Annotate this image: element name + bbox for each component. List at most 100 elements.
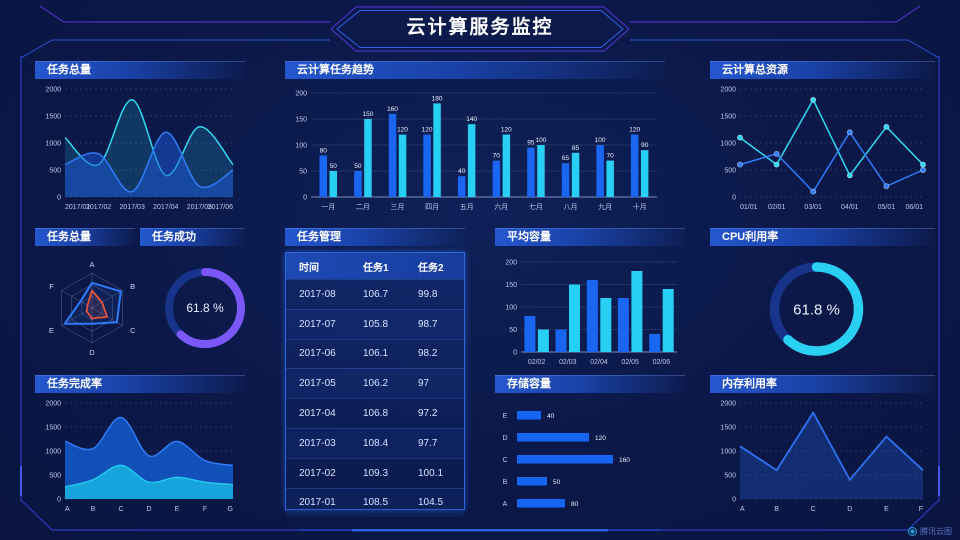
svg-text:2000: 2000: [45, 87, 61, 94]
svg-text:2017/03: 2017/03: [120, 204, 145, 211]
panel-title: 云计算任务趋势: [285, 61, 665, 79]
svg-text:C: C: [811, 506, 816, 513]
svg-text:0: 0: [732, 497, 736, 504]
svg-text:2017/06: 2017/06: [208, 204, 233, 211]
svg-text:0: 0: [57, 497, 61, 504]
svg-text:2017/01: 2017/01: [65, 204, 90, 211]
panel-title: CPU利用率: [710, 228, 935, 246]
panel-title: 平均容量: [495, 228, 685, 246]
svg-text:E: E: [884, 506, 889, 513]
svg-text:61.8 %: 61.8 %: [186, 301, 224, 315]
svg-text:1500: 1500: [720, 114, 736, 121]
svg-text:100: 100: [535, 137, 546, 144]
table-row: 2017-07 105.8 98.7: [286, 308, 464, 339]
svg-text:1000: 1000: [720, 141, 736, 148]
table-row: 2017-08 106.7 99.8: [286, 279, 464, 309]
svg-text:2000: 2000: [720, 401, 736, 408]
table-cell: 99.8: [418, 288, 438, 300]
brand: 腾讯云图: [908, 526, 952, 537]
svg-text:七月: 七月: [529, 202, 543, 211]
table-cell: 108.5: [363, 497, 389, 509]
svg-text:150: 150: [362, 111, 373, 118]
table-row: 2017-05 106.2 97: [286, 368, 464, 399]
svg-text:B: B: [503, 479, 508, 486]
table-cell: 2017-04: [299, 408, 336, 420]
svg-text:2017/04: 2017/04: [153, 204, 178, 211]
panel-cloud-resource-total: 云计算总资源: [710, 61, 935, 79]
panel-title: 任务总量: [35, 61, 245, 79]
svg-text:四月: 四月: [425, 203, 439, 211]
svg-text:E: E: [49, 326, 54, 335]
svg-text:06/01: 06/01: [905, 204, 923, 211]
table-row: 2017-02 109.3 100.1: [286, 457, 464, 488]
table-row: 2017-06 106.1 98.2: [286, 338, 464, 369]
panel-task-total-area: 任务总量: [35, 61, 245, 79]
svg-text:D: D: [89, 348, 95, 357]
svg-text:八月: 八月: [564, 203, 578, 211]
svg-text:D: D: [146, 506, 151, 513]
svg-text:2000: 2000: [45, 401, 61, 408]
svg-text:01/01: 01/01: [740, 204, 758, 211]
svg-text:120: 120: [397, 127, 408, 134]
svg-text:100: 100: [295, 143, 307, 150]
panel-title: 存储容量: [495, 375, 685, 393]
table-cell: 2017-03: [299, 437, 336, 449]
table-cell: 2017-02: [299, 467, 336, 479]
svg-text:90: 90: [641, 142, 649, 149]
svg-text:50: 50: [330, 163, 338, 170]
table-row: 2017-04 106.8 97.2: [286, 398, 464, 428]
svg-text:B: B: [130, 282, 135, 291]
svg-text:03/01: 03/01: [804, 204, 822, 211]
svg-text:140: 140: [466, 116, 477, 123]
svg-text:50: 50: [509, 327, 517, 334]
table-cell: 2017-06: [299, 348, 336, 360]
svg-text:一月: 一月: [321, 203, 335, 211]
svg-text:2017/02: 2017/02: [86, 204, 111, 211]
table-header-cell: 任务2: [418, 262, 444, 274]
svg-text:1500: 1500: [45, 114, 61, 121]
svg-text:95: 95: [527, 140, 535, 147]
svg-text:50: 50: [354, 163, 362, 170]
svg-text:05/01: 05/01: [878, 204, 896, 211]
task-completion-chart: 0 500 1000 1500 2000 A B C D E F G: [45, 401, 234, 513]
svg-text:02/05: 02/05: [621, 359, 639, 366]
storage-capacity-chart: E 40 D 120 C 160 B 50 A 80: [502, 411, 630, 508]
title-badge-outline: [330, 6, 630, 52]
svg-text:160: 160: [619, 457, 630, 464]
svg-text:120: 120: [501, 127, 512, 134]
svg-text:120: 120: [595, 435, 606, 442]
svg-text:五月: 五月: [460, 203, 474, 211]
table-cell: 2017-05: [299, 378, 336, 390]
svg-text:500: 500: [49, 168, 61, 175]
cloud-resource-total-chart: 0 500 1000 1500 2000 01/01 02/01 03/01 04/01 05/0…: [720, 87, 926, 211]
tencent-cloud-logo-icon: [908, 527, 917, 536]
svg-text:C: C: [118, 506, 123, 513]
panel-memory-utilization: 内存利用率: [710, 375, 935, 393]
svg-text:0: 0: [732, 195, 736, 202]
svg-text:B: B: [91, 506, 96, 513]
svg-text:50: 50: [553, 479, 561, 486]
svg-text:500: 500: [724, 473, 736, 480]
panel-task-table: 任务管理: [285, 228, 465, 246]
svg-text:2000: 2000: [720, 87, 736, 94]
svg-text:十月: 十月: [633, 202, 647, 211]
table-cell: 98.7: [418, 318, 438, 330]
table-cell: 106.8: [363, 408, 389, 420]
svg-text:九月: 九月: [598, 202, 612, 211]
page-title: 云计算服务监控: [406, 17, 554, 38]
panel-task-success: 任务成功: [140, 228, 245, 246]
svg-text:500: 500: [724, 168, 736, 175]
task-success-gauge: 61.8 %: [165, 268, 245, 348]
svg-text:0: 0: [513, 350, 517, 357]
svg-text:80: 80: [320, 147, 328, 154]
svg-text:A: A: [740, 506, 745, 513]
page-title-badge: 云计算服务监控: [330, 6, 630, 52]
svg-text:1000: 1000: [45, 141, 61, 148]
cpu-gauge: 61.8 %: [769, 262, 864, 356]
svg-text:G: G: [228, 506, 233, 513]
task-radar-chart: A B C D E F: [49, 260, 136, 357]
svg-text:A: A: [89, 260, 94, 269]
svg-text:六月: 六月: [494, 202, 508, 211]
panel-cloud-task-trend: 云计算任务趋势: [285, 61, 665, 79]
